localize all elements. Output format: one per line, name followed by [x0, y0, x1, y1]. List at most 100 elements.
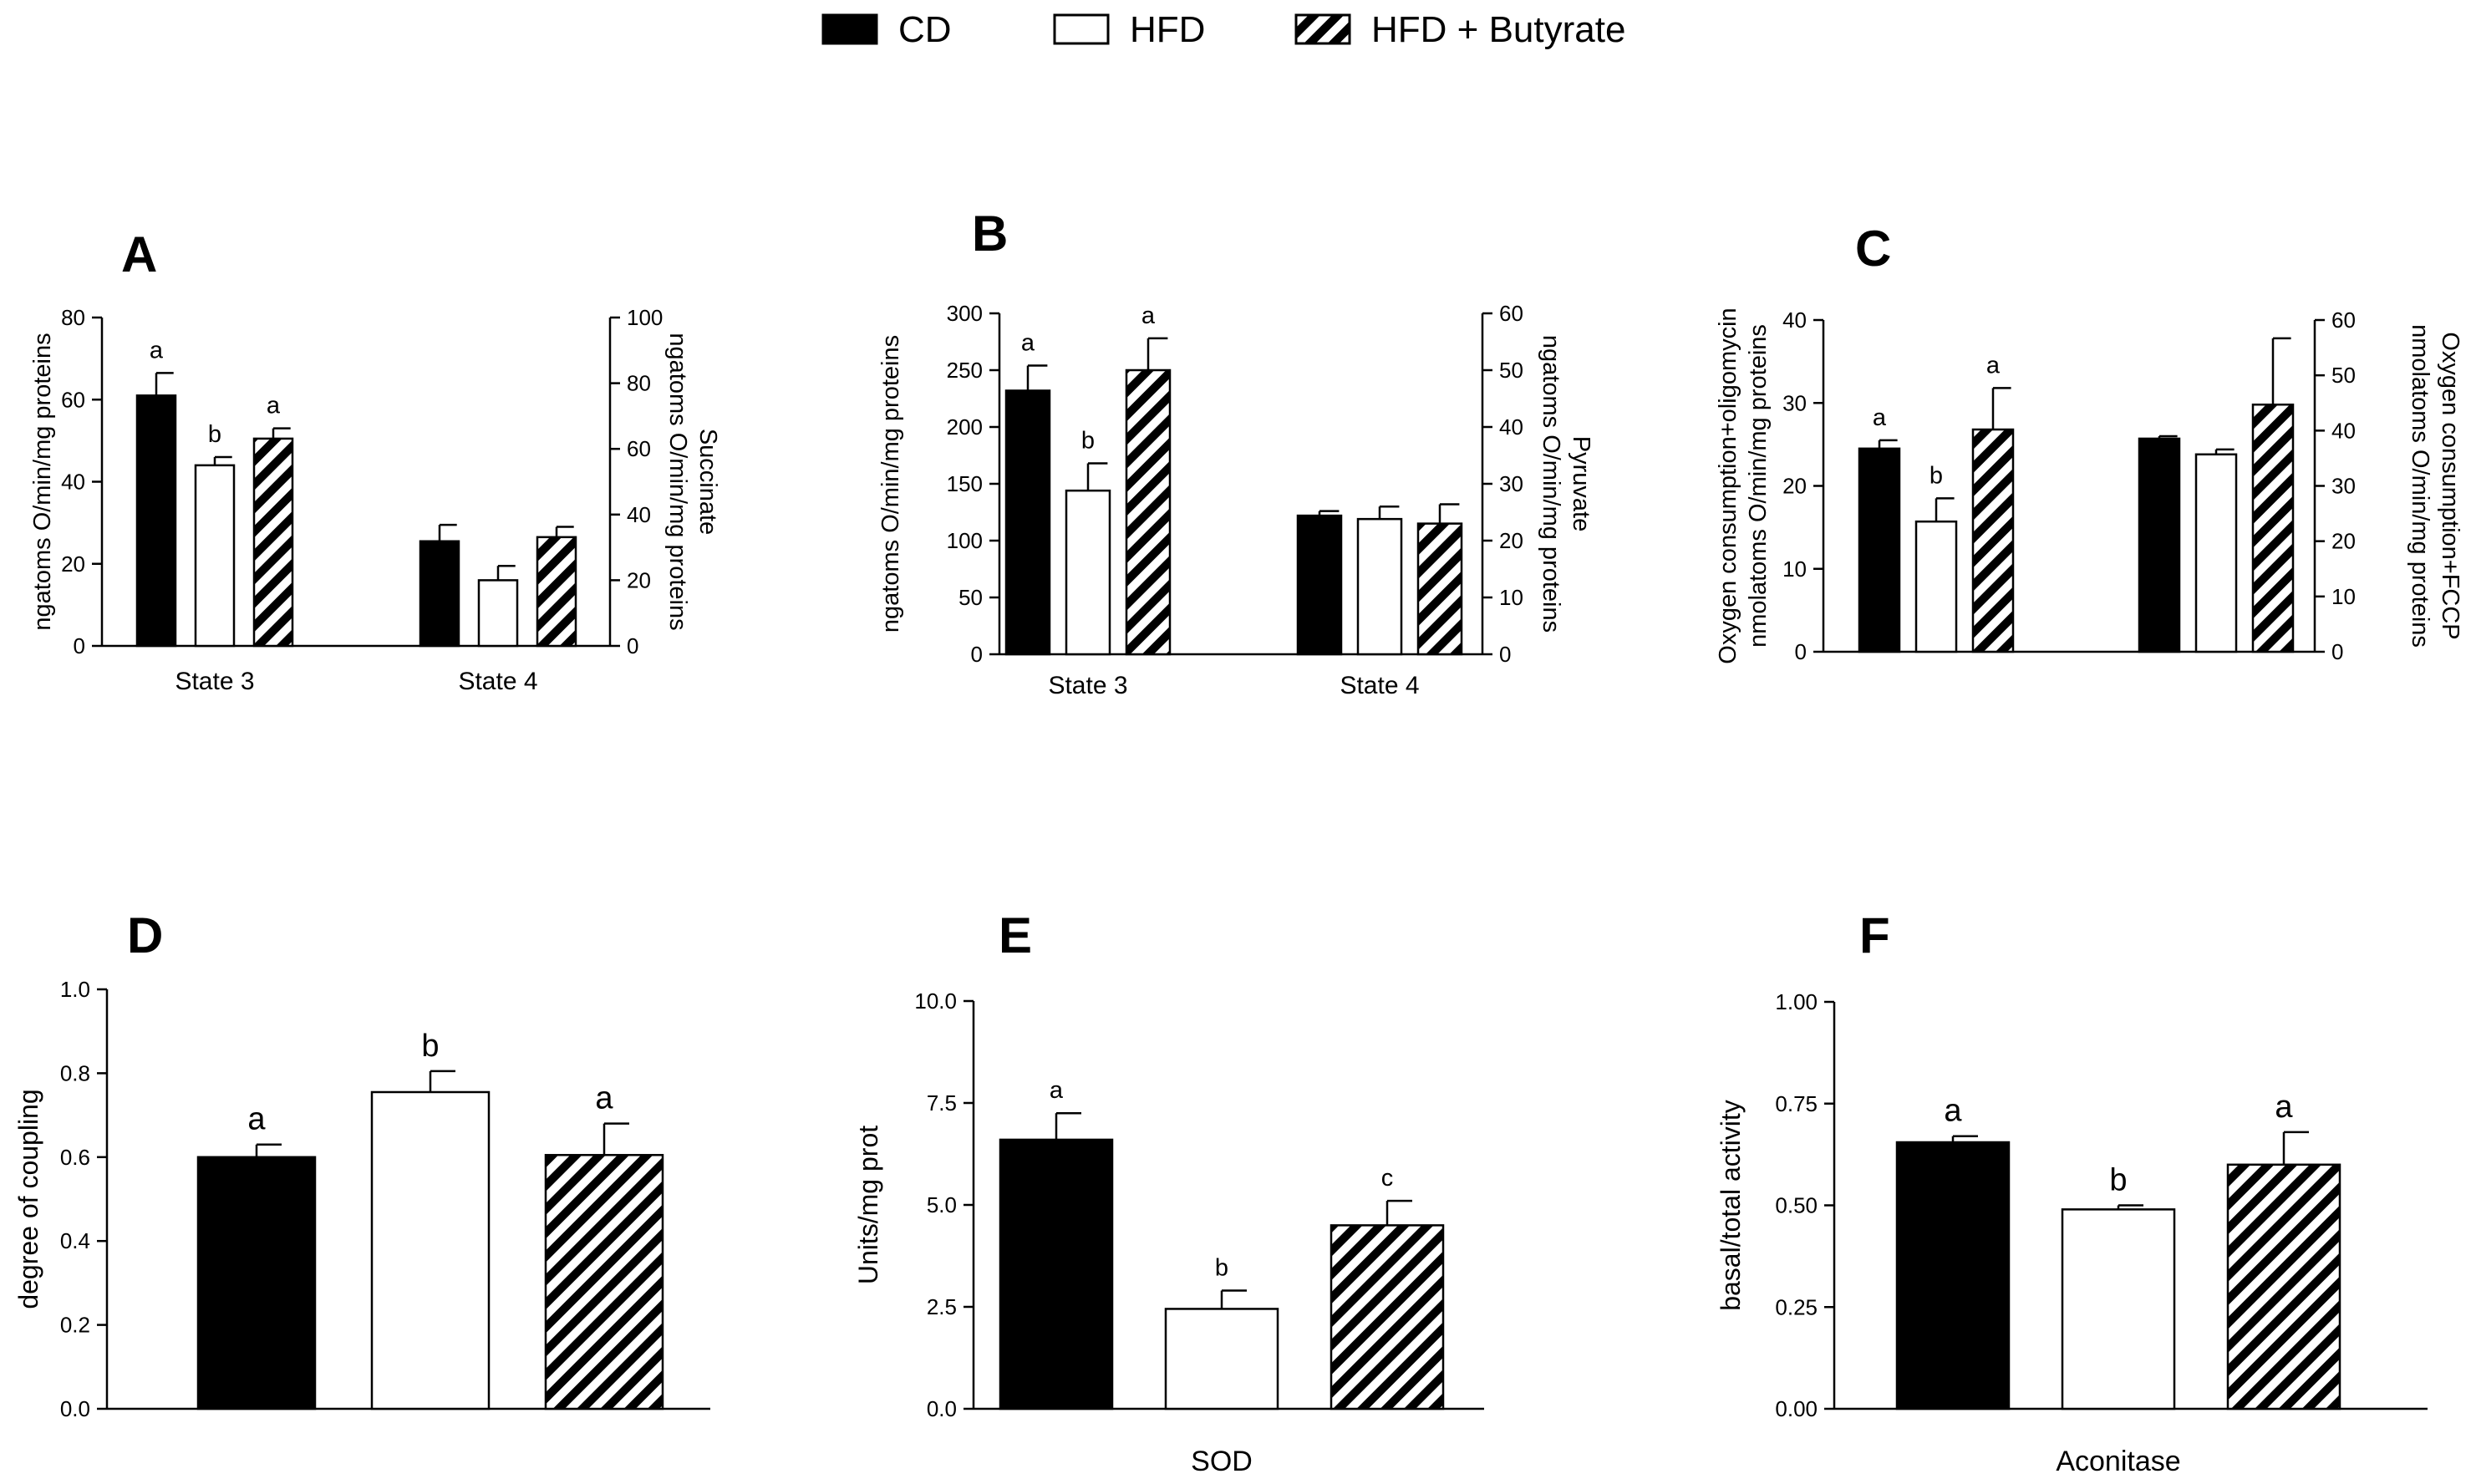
panel-f: F 0.00 0.25 0.50 0.75 1.00 basal/total activit… — [1716, 907, 2428, 1477]
panel-b-bar-hfd-butyrate — [1125, 368, 1172, 656]
panel-a-category-label: State 4 — [458, 668, 537, 695]
panel-e-y-axis-label-line: Units/mg prot — [853, 1126, 883, 1284]
panel-b-category-label: State 3 — [1048, 672, 1127, 699]
panel-d-y-tick-label: 0.8 — [60, 1060, 90, 1085]
panel-a-y-right-tick-label: 40 — [627, 502, 651, 527]
panel-b-y-right-tick-label: 60 — [1499, 301, 1523, 326]
panel-c-y-right-tick-label: 40 — [2331, 418, 2356, 443]
panel-a-bar-cd — [135, 394, 177, 648]
panel-f-y-tick-label: 0.00 — [1775, 1396, 1818, 1421]
panel-e-label: E — [999, 907, 1032, 963]
panel-f-y-tick-label: 0.50 — [1775, 1193, 1818, 1218]
panel-b-y-tick-label: 150 — [947, 471, 983, 496]
panel-e-y-tick-label: 0.0 — [927, 1396, 957, 1421]
panel-b-y-axis-label-line: ngatoms O/min/mg proteins — [877, 335, 904, 633]
panel-d-y-axis-label: degree of coupling — [13, 1089, 43, 1309]
panel-f-label: F — [1859, 907, 1890, 963]
panel-b-bar-hfd — [1356, 517, 1403, 656]
panel-e-sig-letter-hfd: b — [1215, 1254, 1228, 1281]
panel-b-bar-hfd — [1065, 489, 1111, 656]
panel-a-y-axis-label-right-line: ngatoms O/min/mg proteins — [664, 333, 691, 630]
panel-a-y-axis-label-line: ngatoms O/min/mg proteins — [29, 333, 56, 630]
legend-item-hfd-butyrate: HFD + Butyrate — [1294, 9, 1625, 50]
panel-b-y-tick-label: 200 — [947, 414, 983, 440]
panel-c-y-axis-label-line: Oxygen consumption+oligomycin — [1715, 307, 1741, 663]
panel-f-sig-letter-hfd: b — [2109, 1163, 2127, 1198]
panel-f-y-axis-label-line: basal/total activity — [1716, 1100, 1746, 1311]
panel-c-bar-hfd-butyrate — [2251, 403, 2295, 653]
panel-a-y-axis-label-right-line: Succinate — [694, 429, 721, 535]
panel-d-bar-hfd-butyrate — [544, 1154, 664, 1410]
panel-e-bar-hfd-butyrate — [1330, 1224, 1445, 1410]
panel-b-sig-letter-cd: a — [1021, 330, 1035, 357]
panel-b-sig-letter-hfd: b — [1081, 428, 1095, 455]
panel-e-bar-hfd — [1164, 1308, 1279, 1410]
panel-d-sig-letter-hfd-butyrate: a — [595, 1081, 613, 1116]
panel-a-bar-hfd — [194, 464, 236, 648]
panel-a-bar-cd — [419, 540, 460, 648]
panel-a-bar-hfd — [477, 579, 519, 648]
panel-a-y-tick-label: 40 — [61, 470, 85, 495]
panel-c-y-right-tick-label: 50 — [2331, 363, 2356, 388]
panel-c-sig-letter-hfd-butyrate: a — [1986, 352, 2001, 379]
panel-c-y-right-tick-label: 0 — [2331, 639, 2343, 664]
panel-e: E 0.0 2.5 5.0 7.5 10.0 Units/mg prot a b c SOD — [853, 907, 1484, 1477]
panel-c-y-right-tick-label: 10 — [2331, 584, 2356, 609]
panel-f-bar-hfd — [2061, 1208, 2176, 1410]
panel-c-bar-hfd — [2194, 453, 2238, 653]
legend-label-hfd-butyrate: HFD + Butyrate — [1371, 9, 1625, 50]
panel-b-bar-cd — [1296, 514, 1343, 656]
panel-f-sig-letter-hfd-butyrate: a — [2275, 1090, 2293, 1125]
panel-d-sig-letter-hfd: b — [421, 1029, 439, 1064]
panel-e-bar-cd — [999, 1138, 1114, 1410]
panel-d-y-tick-label: 0.6 — [60, 1145, 90, 1170]
panel-d-y-tick-label: 0.0 — [60, 1396, 90, 1421]
panel-b-y-right-tick-label: 50 — [1499, 358, 1523, 383]
panel-b-y-right-tick-label: 40 — [1499, 414, 1523, 440]
panel-f-y-axis-label: basal/total activity — [1716, 1100, 1746, 1311]
panel-c-y-tick-label: 20 — [1782, 474, 1807, 499]
legend-swatch-hfd — [1053, 13, 1110, 45]
panel-c: C 0 10 20 30 40 Oxygen consumption+oligomycin n… — [1715, 221, 2463, 664]
legend-swatch-cd — [821, 13, 878, 45]
panel-f-y-tick-label: 1.00 — [1775, 989, 1818, 1014]
panel-a-y-right-tick-label: 20 — [627, 567, 651, 592]
panel-b-y-tick-label: 250 — [947, 358, 983, 383]
panel-c-y-axis-label: Oxygen consumption+oligomycin nmolatoms O… — [1715, 307, 1772, 663]
panel-d-sig-letter-cd: a — [247, 1102, 266, 1137]
panel-c-bar-hfd-butyrate — [1971, 428, 2015, 653]
panel-b-y-tick-label: 50 — [958, 585, 983, 610]
panel-c-label: C — [1855, 221, 1891, 277]
panel-c-y-tick-label: 10 — [1782, 556, 1807, 582]
panel-c-bar-cd — [2138, 437, 2181, 653]
panel-a-y-right-tick-label: 60 — [627, 436, 651, 461]
panel-e-y-tick-label: 5.0 — [927, 1192, 957, 1217]
panel-e-y-tick-label: 7.5 — [927, 1090, 957, 1116]
panel-b-bar-cd — [1004, 389, 1051, 656]
panel-d-bar-cd — [196, 1156, 317, 1410]
panel-c-bar-hfd — [1914, 520, 1958, 653]
panel-b-y-right-tick-label: 0 — [1499, 642, 1511, 667]
panel-e-y-tick-label: 10.0 — [914, 988, 957, 1014]
panel-c-y-right-tick-label: 20 — [2331, 529, 2356, 554]
panel-a-y-tick-label: 0 — [74, 633, 85, 658]
panel-a-y-right-tick-label: 80 — [627, 371, 651, 396]
panel-a-bar-hfd-butyrate — [252, 437, 294, 648]
panel-b-y-tick-label: 0 — [971, 642, 983, 667]
panel-a-sig-letter-hfd: b — [208, 421, 221, 448]
panel-c-y-tick-label: 40 — [1782, 307, 1807, 333]
panel-c-y-axis-label-right: Oxygen consumption+FCCPnmolatoms O/min/m… — [2407, 324, 2463, 648]
legend-swatch-hfd-butyrate — [1294, 13, 1351, 45]
panel-a-category-label: State 3 — [175, 668, 254, 695]
panel-f-bar-cd — [1895, 1141, 2011, 1410]
legend-item-hfd: HFD — [1053, 9, 1205, 50]
panel-e-sig-letter-cd: a — [1050, 1077, 1064, 1104]
legend: CD HFD HFD + Butyrate — [821, 9, 1625, 50]
panel-b-y-tick-label: 100 — [947, 528, 983, 553]
panel-f-sig-letter-cd: a — [1944, 1094, 1962, 1129]
panel-c-y-right-tick-label: 30 — [2331, 474, 2356, 499]
panel-d-y-axis-label-line: degree of coupling — [13, 1089, 43, 1309]
panel-d-label: D — [127, 907, 163, 963]
